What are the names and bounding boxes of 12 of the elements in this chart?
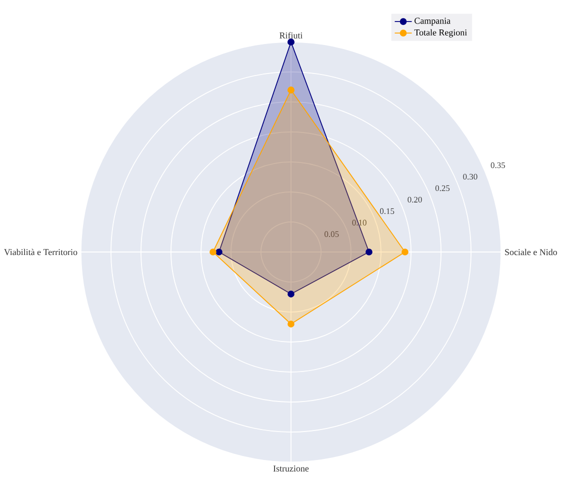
y-tick-label: 0.20 xyxy=(408,196,422,203)
y-tick-label: 0.35 xyxy=(490,162,506,168)
y-tick-label: 0.05 xyxy=(324,231,339,238)
legend-label: Campania xyxy=(414,18,450,26)
spoke-label: Viabilità e Territorio xyxy=(4,248,78,256)
y-tick-label: 0.30 xyxy=(463,174,478,180)
spoke-label: Rifiuti xyxy=(280,32,303,38)
spoke-label: Istruzione xyxy=(273,466,309,472)
y-tick-label: 0.15 xyxy=(380,208,394,214)
legend-label: Totale Regioni xyxy=(414,29,467,38)
spoke-label: Sociale e Nido xyxy=(505,248,557,256)
y-tick-label: 0.25 xyxy=(435,185,450,192)
